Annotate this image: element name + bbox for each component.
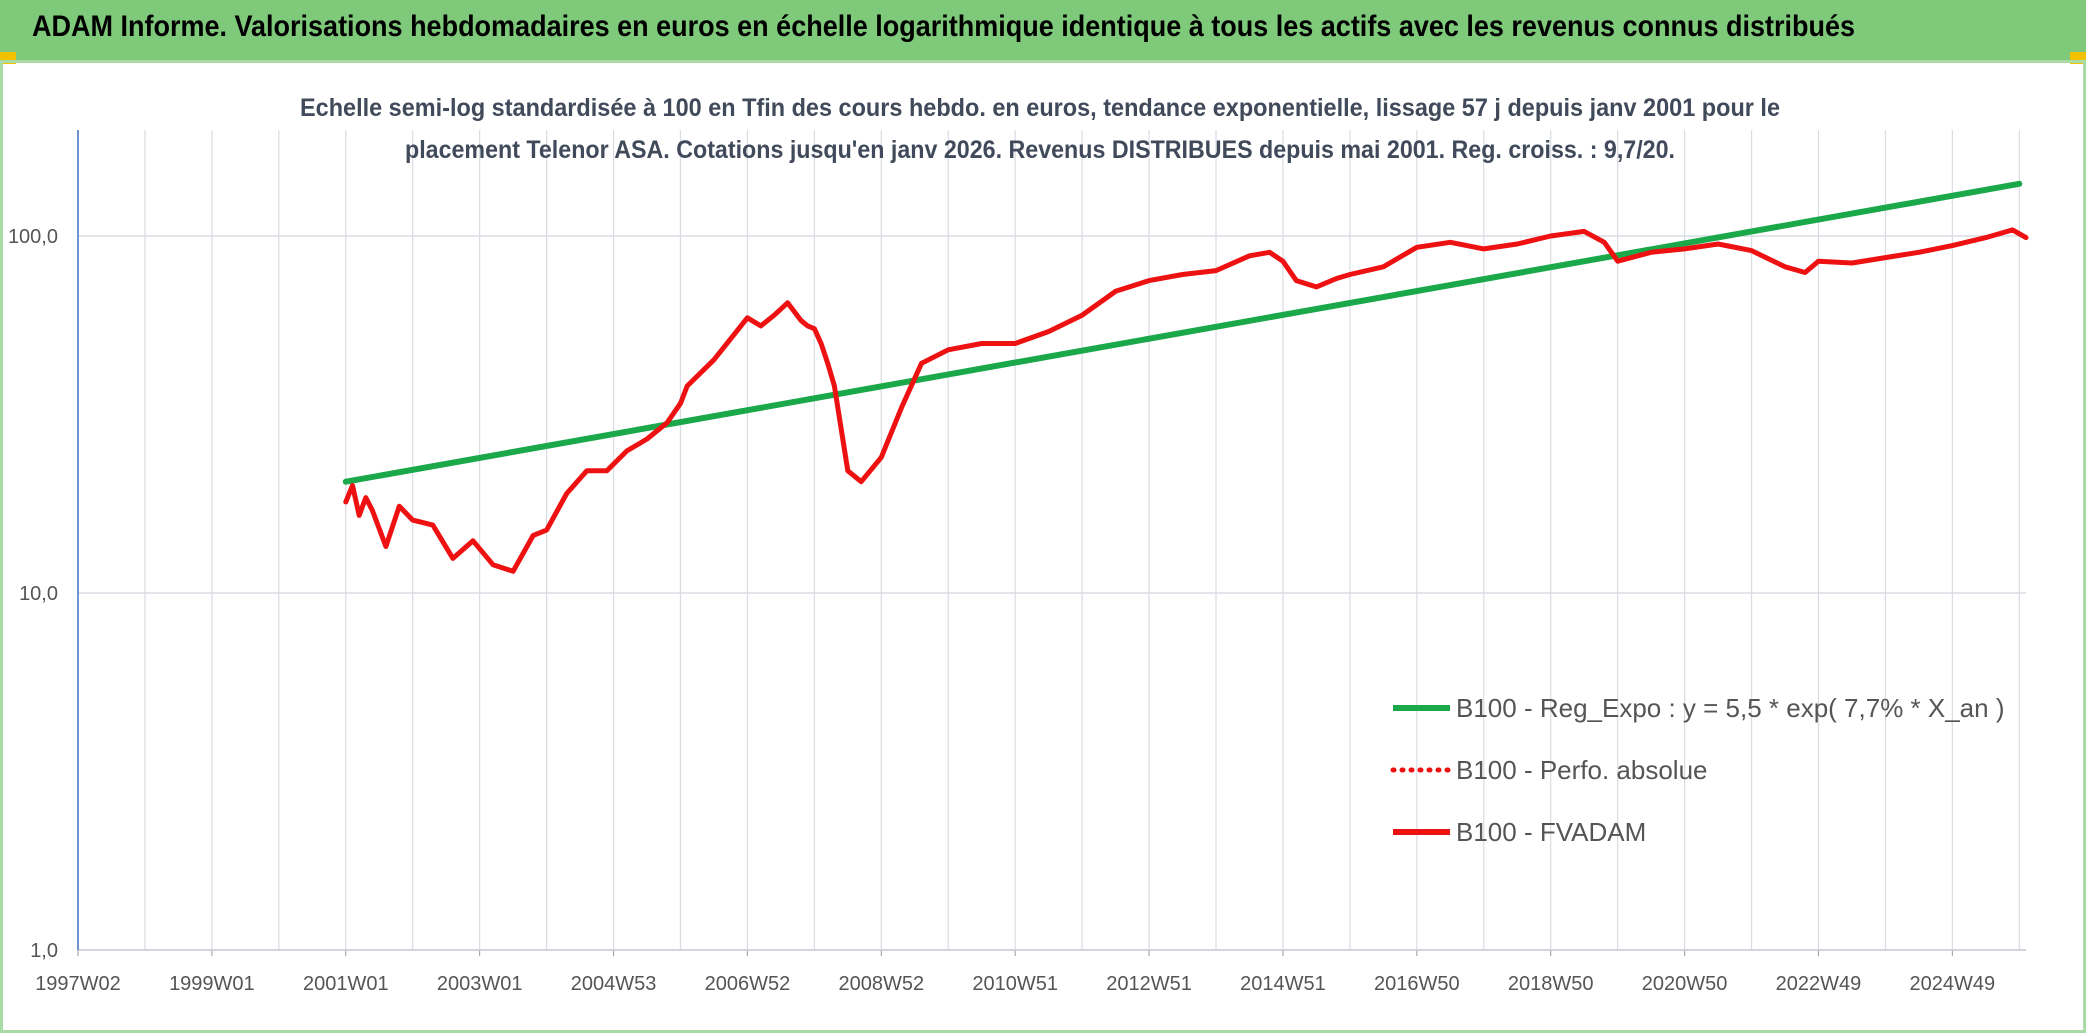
x-tick-label: 2020W50 — [1642, 973, 1728, 995]
chart-title-line-2: placement Telenor ASA. Cotations jusqu'e… — [405, 136, 1675, 164]
x-tick-label: 1997W02 — [35, 973, 121, 995]
x-tick-label: 2016W50 — [1374, 973, 1460, 995]
y-tick-label: 100,0 — [8, 226, 58, 248]
chart-frame — [0, 60, 2086, 1033]
x-tick-label: 2001W01 — [303, 973, 389, 995]
x-tick-label: 1999W01 — [169, 973, 255, 995]
x-tick-label: 2018W50 — [1508, 973, 1594, 995]
x-tick-label: 2012W51 — [1106, 973, 1192, 995]
series-trend-line — [342, 180, 2023, 485]
y-tick-label: 10,0 — [19, 583, 58, 605]
series-layer — [342, 180, 2029, 574]
gridlines — [77, 130, 2026, 951]
legend-label: B100 - Perfo. absolue — [1456, 755, 1708, 785]
legend-label: B100 - Reg_Expo : y = 5,5 * exp( 7,7% * … — [1456, 693, 2005, 723]
series-fvadam-line — [343, 227, 2029, 574]
x-tick-label: 2022W49 — [1776, 973, 1862, 995]
y-axis-ticks: 100,0 10,0 1,0 — [8, 226, 58, 962]
header-banner: ADAM Informe. Valorisations hebdomadaire… — [0, 0, 2086, 60]
x-tick-label: 2008W52 — [838, 973, 924, 995]
y-tick-label: 1,0 — [30, 940, 58, 962]
header-title: ADAM Informe. Valorisations hebdomadaire… — [32, 10, 1856, 43]
x-tick-label: 2004W53 — [571, 973, 657, 995]
legend: B100 - Reg_Expo : y = 5,5 * exp( 7,7% * … — [1390, 693, 2005, 847]
x-axis-ticks: 1997W02 1999W01 2001W01 2003W01 2004W53 2006W… — [35, 949, 2026, 995]
legend-label: B100 - FVADAM — [1456, 817, 1646, 847]
chart-title-line-1: Echelle semi-log standardisée à 100 en T… — [300, 94, 1780, 122]
x-tick-label: 2003W01 — [437, 973, 523, 995]
x-tick-label: 2010W51 — [972, 973, 1058, 995]
x-tick-label: 2014W51 — [1240, 973, 1326, 995]
x-tick-label: 2006W52 — [705, 973, 791, 995]
x-tick-label: 2024W49 — [1910, 973, 1996, 995]
